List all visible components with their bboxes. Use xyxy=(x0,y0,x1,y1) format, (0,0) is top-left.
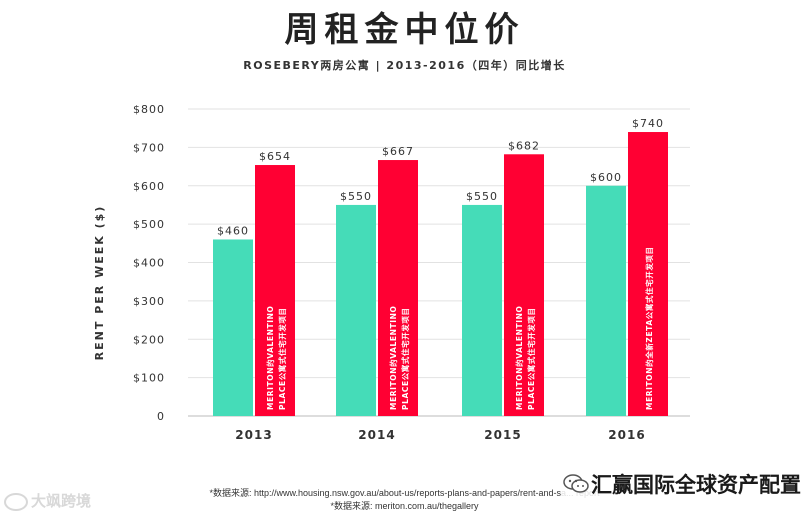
source-note-1: *数据来源: http://www.housing.nsw.gov.au/abo… xyxy=(209,488,600,498)
chart-title: 周租金中位价 xyxy=(284,10,525,50)
data-label-meriton: $682 xyxy=(508,139,540,152)
x-tick-label: 2016 xyxy=(608,428,645,442)
y-tick-label: 0 xyxy=(157,410,165,423)
y-tick-label: $200 xyxy=(133,333,165,346)
data-label-meriton: $740 xyxy=(632,117,664,130)
x-tick-label: 2015 xyxy=(484,428,521,442)
y-tick-label: $600 xyxy=(133,180,165,193)
y-tick-label: $400 xyxy=(133,257,165,270)
y-tick-label: $300 xyxy=(133,295,165,308)
bar-median xyxy=(213,239,253,416)
x-tick-label: 2013 xyxy=(235,428,272,442)
wechat-icon xyxy=(563,473,589,499)
y-tick-label: $500 xyxy=(133,218,165,231)
bar-meriton xyxy=(504,154,544,416)
y-tick-label: $100 xyxy=(133,372,165,385)
bar-median xyxy=(336,204,376,416)
bar-median xyxy=(462,204,502,416)
data-label-median: $600 xyxy=(590,171,622,184)
bar-meriton xyxy=(255,165,295,416)
bar-median xyxy=(586,185,626,416)
y-axis-label: RENT PER WEEK ($) xyxy=(93,205,106,361)
y-tick-label: $800 xyxy=(133,103,165,116)
watermark-right: 汇赢国际全球资产配置 xyxy=(561,469,803,499)
data-label-meriton: $654 xyxy=(259,150,291,163)
bar-annotation: PLACE公寓式住宅开发项目 xyxy=(277,307,287,410)
chart-subtitle: ROSEBERY两房公寓 | 2013-2016（四年）同比增长 xyxy=(243,59,566,72)
bar-annotation: PLACE公寓式住宅开发项目 xyxy=(400,307,410,410)
bar-meriton xyxy=(378,160,418,416)
y-tick-label: $700 xyxy=(133,141,165,154)
bar-annotation: MERITON的全新ZETA公寓式住宅开发项目 xyxy=(644,246,654,410)
watermark-left-text: 大飒跨境 xyxy=(31,492,92,510)
bar-annotation: MERITON的VALENTINO xyxy=(388,306,398,410)
data-label-median: $460 xyxy=(217,224,249,237)
bar-meriton xyxy=(628,132,668,416)
watermark-left: 大飒跨境 xyxy=(4,490,91,511)
data-label-median: $550 xyxy=(466,190,498,203)
bar-annotation: MERITON的VALENTINO xyxy=(514,306,524,410)
bar-annotation: PLACE公寓式住宅开发项目 xyxy=(526,307,536,410)
watermark-right-text: 汇赢国际全球资产配置 xyxy=(591,473,801,497)
source-note-2: *数据来源: meriton.com.au/thegallery xyxy=(330,501,479,511)
data-label-median: $550 xyxy=(340,190,372,203)
chat-bubble-icon xyxy=(4,492,28,511)
data-label-meriton: $667 xyxy=(382,145,414,158)
x-tick-label: 2014 xyxy=(358,428,395,442)
bar-annotation: MERITON的VALENTINO xyxy=(265,306,275,410)
